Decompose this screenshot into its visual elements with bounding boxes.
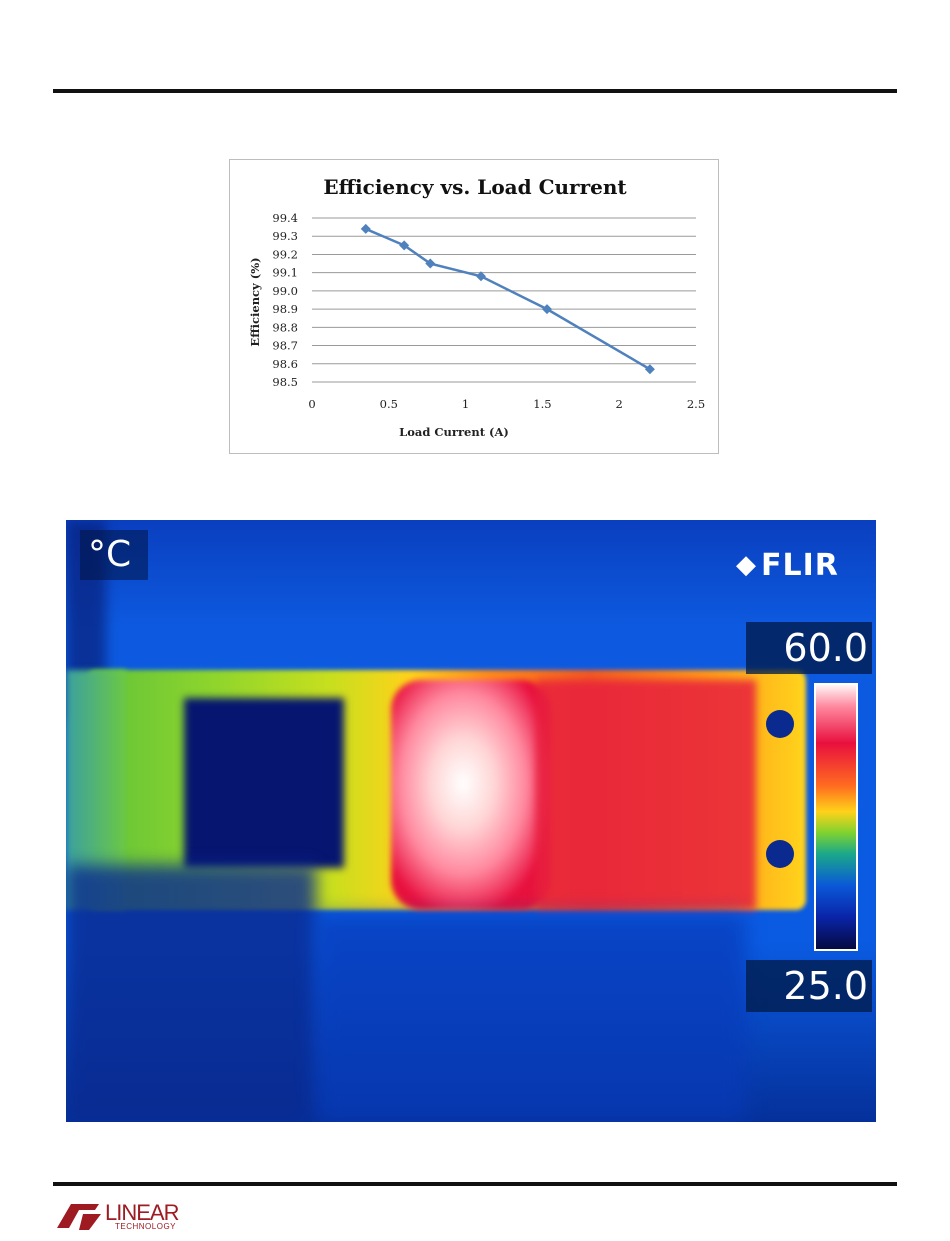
flir-logo: ◆ FLIR (736, 548, 839, 583)
y-tick-label: 99.2 (272, 247, 298, 261)
data-point (360, 223, 371, 234)
x-tick-label: 0.5 (380, 397, 398, 411)
y-axis-label: Efficiency (%) (248, 257, 262, 346)
efficiency-chart: Efficiency vs. Load Current 99.4 99.3 99.2… (229, 159, 719, 454)
lt-mark-icon (57, 1204, 101, 1230)
chart-canvas: Efficiency vs. Load Current 99.4 99.3 99.2… (248, 175, 705, 439)
data-point (425, 258, 436, 269)
data-point (542, 304, 553, 315)
temperature-scale-bar (814, 683, 858, 951)
y-tick-label: 99.4 (272, 211, 298, 225)
data-point (475, 271, 486, 282)
flir-brand: FLIR (761, 548, 839, 583)
y-tick-label: 98.6 (272, 357, 298, 371)
x-tick-label: 1 (462, 397, 469, 411)
footer-rule (53, 1182, 897, 1186)
data-point (399, 240, 410, 251)
thermal-image: °C ◆ FLIR 60.0 25.0 (66, 520, 876, 1122)
y-tick-label: 99.1 (272, 266, 298, 280)
x-tick-label: 2 (616, 397, 623, 411)
hot-component (391, 680, 551, 910)
x-tick-label: 2.5 (687, 397, 705, 411)
chart-title: Efficiency vs. Load Current (323, 175, 627, 199)
y-tick-label: 98.8 (272, 320, 298, 334)
max-temperature: 60.0 (746, 622, 872, 674)
y-tick-label: 99.0 (272, 284, 298, 298)
min-temperature: 25.0 (746, 960, 872, 1012)
flir-diamond-icon: ◆ (736, 550, 757, 580)
connector-block (184, 698, 344, 868)
x-axis-label: Load Current (A) (399, 425, 509, 439)
y-tick-label: 98.7 (272, 339, 298, 353)
x-tick-label: 0 (308, 397, 315, 411)
y-tick-label: 98.5 (272, 375, 298, 389)
logo-word: LINEAR (105, 1200, 179, 1225)
header-rule (53, 89, 897, 93)
data-point (644, 364, 655, 375)
efficiency-series-line (365, 227, 651, 371)
temperature-unit-label: °C (80, 530, 148, 580)
x-tick-label: 1.5 (533, 397, 551, 411)
logo-subtext: TECHNOLOGY (115, 1222, 177, 1231)
y-tick-label: 99.3 (272, 229, 298, 243)
linear-technology-logo: LINEAR TECHNOLOGY (55, 1198, 179, 1239)
y-tick-label: 98.9 (272, 302, 298, 316)
